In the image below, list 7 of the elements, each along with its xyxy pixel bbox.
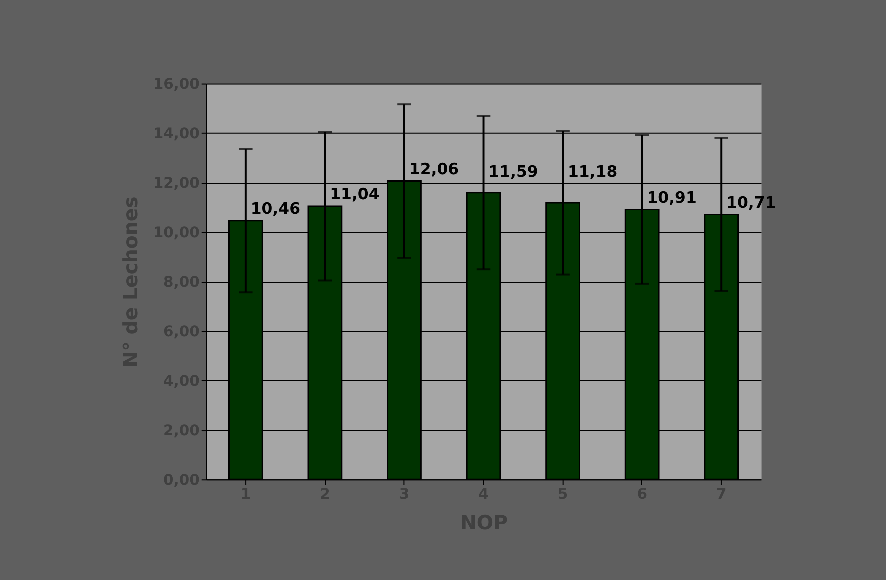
data-label: 11,59 <box>488 162 538 181</box>
data-label: 10,91 <box>647 188 697 207</box>
data-label: 11,18 <box>568 162 618 181</box>
data-label: 12,06 <box>409 159 460 178</box>
data-label: 10,71 <box>726 192 776 212</box>
data-label: 10,46 <box>250 198 301 218</box>
data-label: 11,04 <box>330 184 380 204</box>
